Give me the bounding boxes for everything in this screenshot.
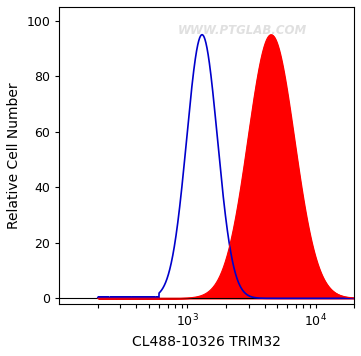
- Y-axis label: Relative Cell Number: Relative Cell Number: [7, 82, 21, 229]
- X-axis label: CL488-10326 TRIM32: CL488-10326 TRIM32: [132, 335, 281, 349]
- Text: WWW.PTGLAB.COM: WWW.PTGLAB.COM: [178, 24, 307, 37]
